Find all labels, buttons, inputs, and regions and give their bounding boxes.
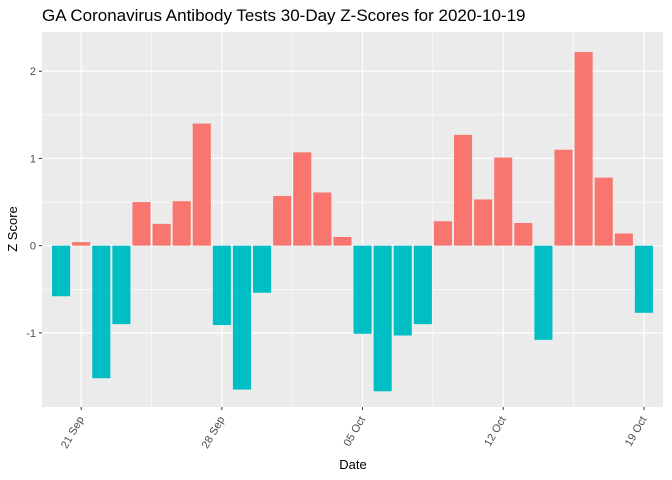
bar-2020-09-24 [132, 202, 151, 246]
chart-title: GA Coronavirus Antibody Tests 30-Day Z-S… [42, 6, 525, 25]
bar-2020-10-03 [313, 192, 332, 246]
bar-2020-10-19 [634, 245, 653, 313]
bar-2020-10-09 [433, 221, 452, 246]
x-tick-label: 21 Sep [59, 415, 87, 451]
bar-2020-09-25 [152, 223, 171, 246]
bar-2020-10-14 [534, 245, 553, 340]
bar-2020-09-28 [212, 245, 231, 326]
y-tick-label: -1 [26, 328, 36, 340]
x-axis-label: Date [339, 457, 366, 472]
y-tick-label: 0 [30, 241, 36, 253]
x-tick-label: 05 Oct [342, 415, 369, 449]
bar-2020-09-30 [253, 245, 272, 293]
x-tick-label: 12 Oct [482, 415, 509, 449]
bar-2020-09-22 [92, 245, 111, 379]
bar-2020-10-18 [614, 233, 633, 246]
bar-2020-09-26 [172, 201, 191, 246]
bar-2020-09-20 [52, 245, 71, 297]
y-tick-label: 2 [30, 66, 36, 78]
bar-2020-10-11 [474, 199, 493, 246]
bar-2020-10-06 [373, 245, 392, 392]
bar-2020-10-04 [333, 236, 352, 246]
bar-2020-09-21 [72, 242, 91, 246]
bars [52, 52, 653, 392]
bar-2020-10-13 [514, 222, 533, 246]
bar-2020-10-16 [574, 52, 593, 246]
y-tick-label: 1 [30, 153, 36, 165]
bar-2020-10-10 [453, 134, 473, 246]
y-axis: -1 0 1 2 [26, 66, 42, 340]
bar-2020-10-05 [353, 245, 372, 334]
bar-2020-09-23 [112, 245, 131, 325]
x-tick-label: 28 Sep [200, 415, 228, 451]
bar-2020-10-01 [273, 195, 292, 246]
x-tick-label: 19 Oct [623, 415, 650, 449]
bar-2020-10-07 [393, 245, 412, 336]
bar-2020-09-27 [192, 123, 211, 246]
bar-2020-10-02 [293, 152, 312, 246]
bar-2020-09-29 [232, 245, 252, 390]
bar-2020-10-17 [594, 177, 613, 246]
bar-2020-10-08 [413, 245, 432, 325]
bar-2020-10-15 [554, 149, 573, 246]
bar-2020-10-12 [494, 157, 513, 246]
x-axis: 21 Sep 28 Sep 05 Oct 12 Oct 19 Oct [59, 407, 650, 451]
y-axis-label: Z Score [5, 206, 20, 252]
